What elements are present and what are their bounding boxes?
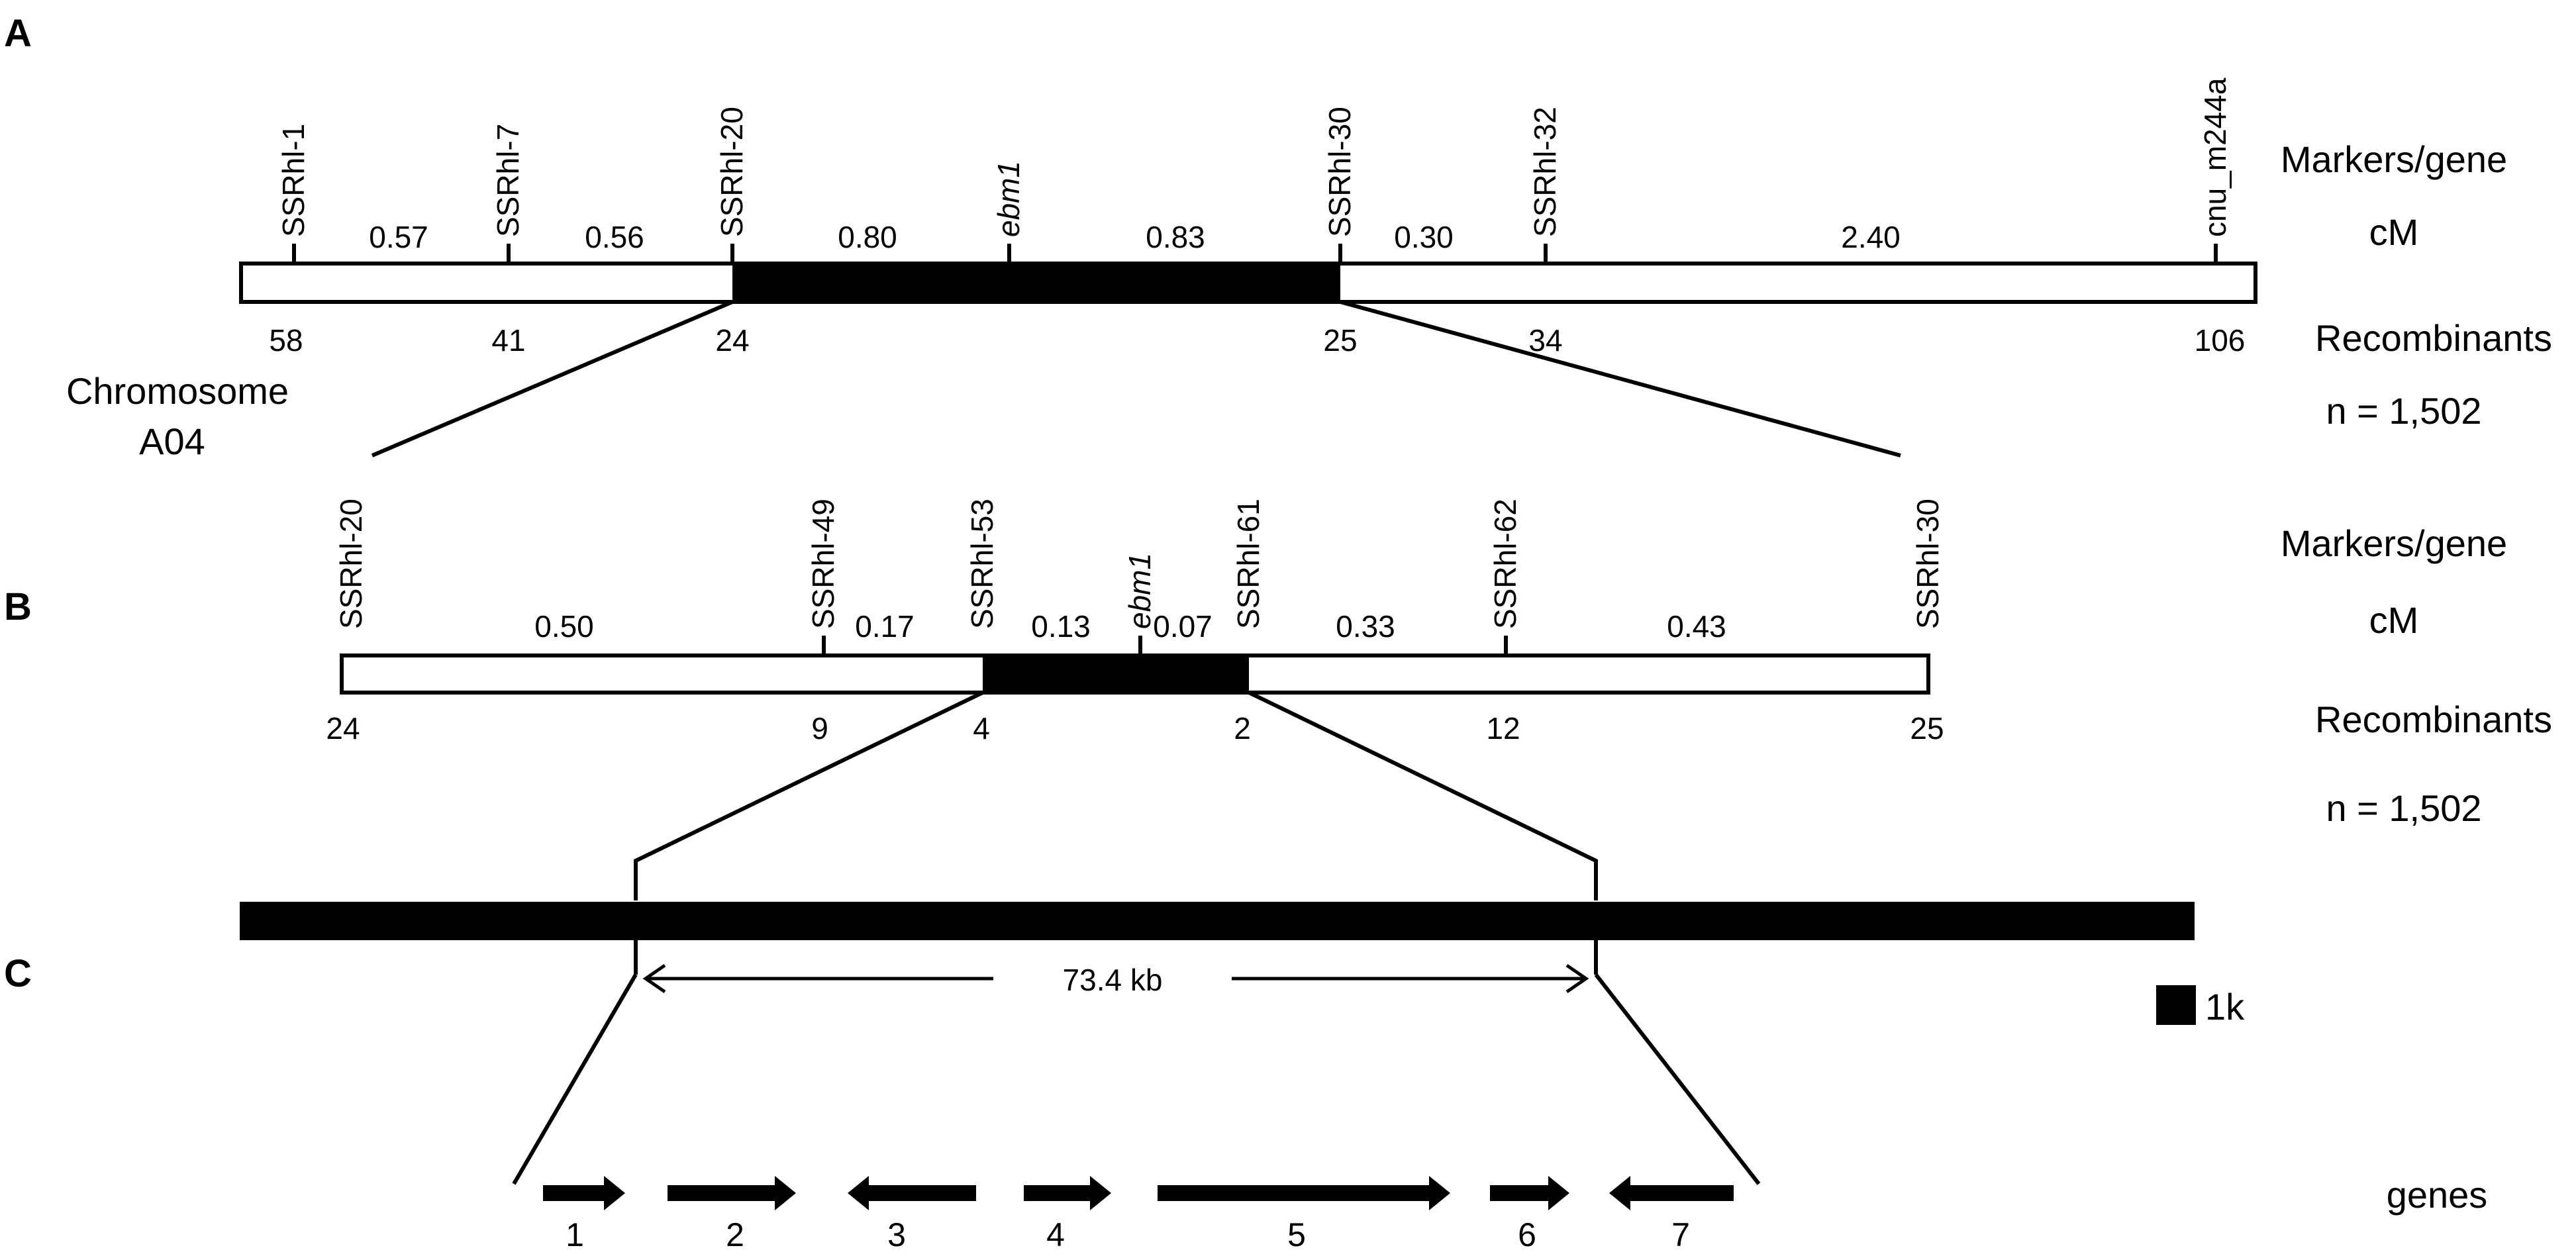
recombinant-count: 25: [1323, 323, 1357, 358]
distance-label: 0.43: [1667, 609, 1726, 644]
interval-size-label: 73.4 kb: [1063, 963, 1163, 997]
distance-label: 0.56: [585, 220, 644, 254]
panel-b-letter: B: [4, 585, 32, 628]
recombinant-count: 58: [269, 323, 303, 358]
panel-a-letter: A: [4, 12, 32, 55]
cm-row-label: cM: [2369, 599, 2419, 641]
distance-label: 0.30: [1394, 220, 1454, 254]
zoom-line: [512, 973, 638, 1185]
gene-number: 7: [1671, 1216, 1690, 1253]
panel-c-letter: C: [4, 952, 32, 995]
gene-label-ebm1: ebm1: [1122, 553, 1157, 629]
gene-arrow-4: [1024, 1176, 1111, 1210]
gene-arrow-3: [848, 1176, 976, 1210]
recombinant-count: 12: [1486, 711, 1520, 746]
distance-label: 2.40: [1841, 220, 1901, 254]
population-size: n = 1,502: [2326, 787, 2481, 829]
gene-number: 3: [887, 1216, 906, 1253]
recombinant-count: 24: [326, 711, 360, 746]
gene-arrows: [543, 1176, 1734, 1210]
marker-label: SSRhl-32: [1528, 107, 1562, 237]
recombinant-count: 34: [1528, 323, 1562, 358]
recombinant-count: 25: [1910, 711, 1944, 746]
population-size: n = 1,502: [2326, 390, 2481, 432]
gene-number: 6: [1518, 1216, 1536, 1253]
marker-label: cnu_m244a: [2198, 77, 2232, 237]
distance-label: 0.33: [1336, 609, 1395, 644]
recombinants-row-label: Recombinants: [2315, 317, 2552, 359]
panel-b-candidate-region: [983, 655, 1249, 693]
scale-bar-label: 1k: [2205, 986, 2245, 1028]
zoom-line: [634, 691, 984, 900]
chromosome-id: A04: [139, 420, 205, 462]
gene-number: 1: [566, 1216, 584, 1253]
zoom-line: [1340, 300, 1901, 458]
distance-label: 0.80: [838, 220, 897, 254]
panel-c: C 73.4 kb 1k 1 2 3 4 5 6: [4, 902, 2487, 1253]
gene-number: 2: [726, 1216, 744, 1253]
marker-label: SSRhl-53: [965, 499, 999, 629]
recombinant-count: 106: [2195, 323, 2246, 358]
marker-label: SSRhl-20: [715, 107, 749, 237]
panel-b: B SSRhl-20 SSRhl-49 SSRhl-53 ebm1 SSRhl-…: [4, 499, 2552, 829]
cm-row-label: cM: [2369, 211, 2419, 253]
marker-label: SSRhl-30: [1322, 107, 1357, 237]
recombinant-count: 2: [1234, 711, 1251, 746]
recombinant-count: 9: [811, 711, 828, 746]
gene-number: 5: [1287, 1216, 1306, 1253]
distance-label: 0.13: [1031, 609, 1091, 644]
marker-label: SSRhl-49: [806, 499, 840, 629]
zoom-line: [1248, 691, 1598, 900]
gene-arrow-6: [1490, 1176, 1569, 1210]
gene-arrow-7: [1609, 1176, 1734, 1210]
recombinant-count: 41: [491, 323, 525, 358]
gene-arrow-2: [668, 1176, 796, 1210]
recombinant-count: 4: [973, 711, 990, 746]
marker-label: SSRhl-30: [1910, 499, 1945, 629]
marker-label: SSRhl-61: [1231, 499, 1265, 629]
scale-bar: [2156, 985, 2196, 1025]
zoom-line: [371, 300, 734, 458]
gene-number: 4: [1046, 1216, 1065, 1253]
gene-arrow-5: [1158, 1176, 1450, 1210]
gene-arrow-1: [543, 1176, 625, 1210]
markers-gene-row-label: Markers/gene: [2281, 522, 2507, 564]
markers-gene-row-label: Markers/gene: [2281, 138, 2507, 180]
distance-label: 0.50: [534, 609, 594, 644]
marker-label: SSRhl-20: [334, 499, 368, 629]
zoom-line: [1594, 973, 1761, 1185]
physical-map-bar: [240, 902, 2195, 940]
panel-a: A SSRhl-1 SSRhl-7 SSRhl-20 ebm1 SSRhl-30…: [4, 12, 2552, 462]
distance-label: 0.07: [1153, 609, 1213, 644]
distance-label: 0.83: [1146, 220, 1205, 254]
genes-row-label: genes: [2387, 1174, 2488, 1216]
recombinant-count: 24: [715, 323, 749, 358]
gene-label-ebm1: ebm1: [991, 161, 1026, 237]
marker-label: SSRhl-7: [491, 124, 525, 237]
chromosome-label: Chromosome: [66, 370, 289, 412]
arrowhead-left: [642, 963, 666, 994]
arrowhead-right: [1565, 963, 1589, 994]
distance-label: 0.17: [855, 609, 915, 644]
marker-label: SSRhl-1: [276, 124, 311, 237]
distance-label: 0.57: [369, 220, 428, 254]
recombinants-row-label: Recombinants: [2315, 699, 2552, 740]
marker-label: SSRhl-62: [1488, 499, 1522, 629]
panel-a-candidate-region: [732, 264, 1340, 302]
